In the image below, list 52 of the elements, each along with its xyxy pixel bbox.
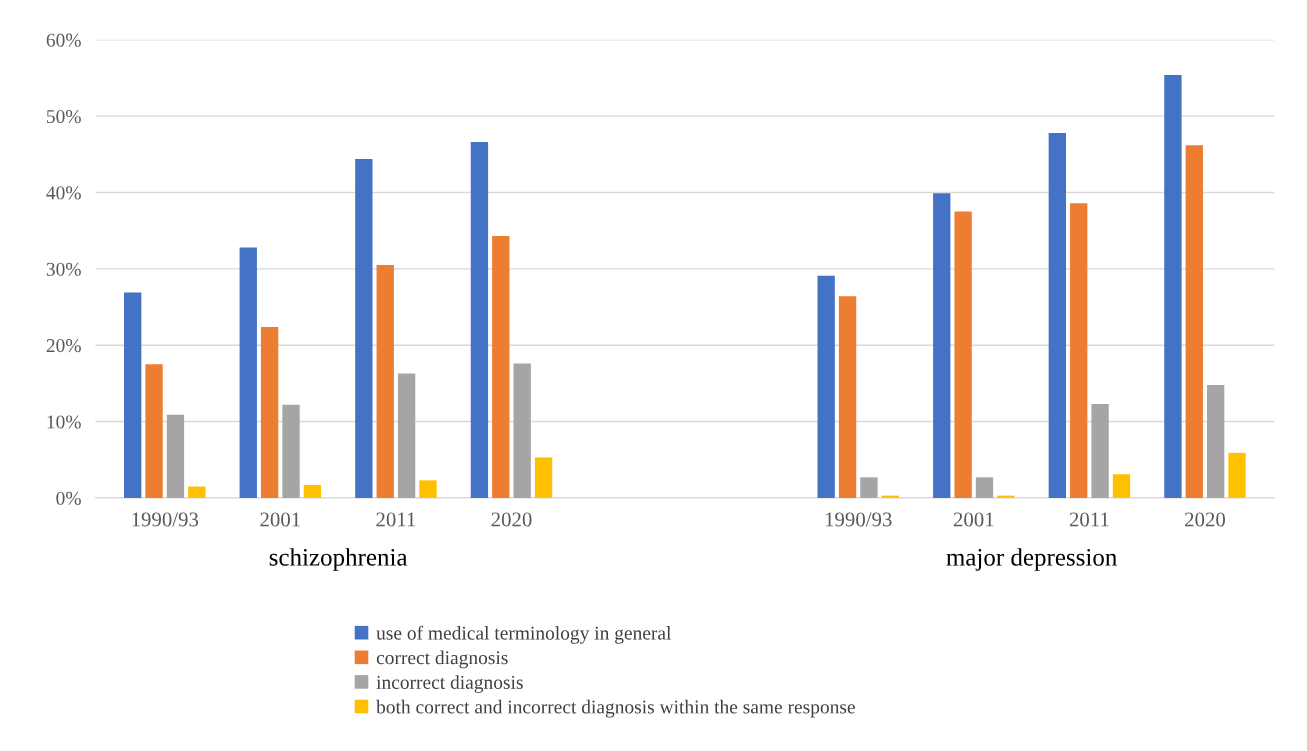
- bar: [1228, 452, 1246, 498]
- bar: [419, 480, 437, 498]
- legend-label: use of medical terminology in general: [376, 625, 672, 644]
- bar: [838, 296, 857, 498]
- bar: [376, 265, 394, 498]
- bar: [470, 142, 489, 498]
- bar: [817, 275, 835, 498]
- bar: [954, 211, 972, 498]
- bar: [933, 193, 951, 498]
- y-tick-label: 10%: [47, 415, 81, 429]
- bar: [355, 158, 373, 498]
- bar: [1185, 145, 1203, 498]
- bar: [1164, 74, 1182, 498]
- bar: [534, 457, 553, 498]
- bar: [1112, 474, 1131, 498]
- bar: [1207, 384, 1225, 498]
- x-tick-label: 2001: [260, 512, 300, 527]
- legend-label: incorrect diagnosis: [376, 675, 523, 693]
- x-tick-label: 2011: [1069, 512, 1109, 527]
- x-tick-label: 1990/93: [132, 512, 199, 527]
- bar: [492, 236, 510, 498]
- bar: [124, 292, 142, 498]
- bar: [260, 326, 279, 498]
- bar: [303, 484, 322, 498]
- y-tick-label: 40%: [46, 186, 81, 200]
- bar: [513, 363, 531, 498]
- bar: [1070, 203, 1088, 498]
- y-tick-label: 60%: [46, 33, 81, 47]
- y-tick-label: 30%: [46, 262, 81, 276]
- bar: [1091, 404, 1109, 498]
- legend-label: correct diagnosis: [376, 650, 508, 669]
- x-tick-label: 2001: [953, 512, 994, 527]
- x-tick-label: 2020: [1185, 512, 1226, 527]
- bar: [997, 495, 1015, 498]
- legend-label: both correct and incorrect diagnosis within the same response: [376, 699, 855, 718]
- bar: [145, 364, 163, 498]
- y-tick-label: 20%: [46, 339, 81, 353]
- bar: [166, 414, 185, 498]
- bar: [188, 486, 206, 498]
- bar: [1048, 132, 1066, 498]
- bar: [397, 373, 416, 498]
- y-tick-label: 0%: [56, 491, 81, 505]
- bar: [282, 404, 300, 498]
- bar: [860, 477, 878, 498]
- text: major depression: [946, 548, 1117, 571]
- x-tick-label: 2020: [491, 512, 532, 527]
- bar: [975, 477, 994, 498]
- y-tick-label: 50%: [47, 109, 81, 124]
- text: schizophrenia: [269, 548, 408, 571]
- x-tick-label: 1990/93: [825, 512, 892, 527]
- x-tick-label: 2011: [376, 512, 416, 527]
- bar: [239, 247, 257, 498]
